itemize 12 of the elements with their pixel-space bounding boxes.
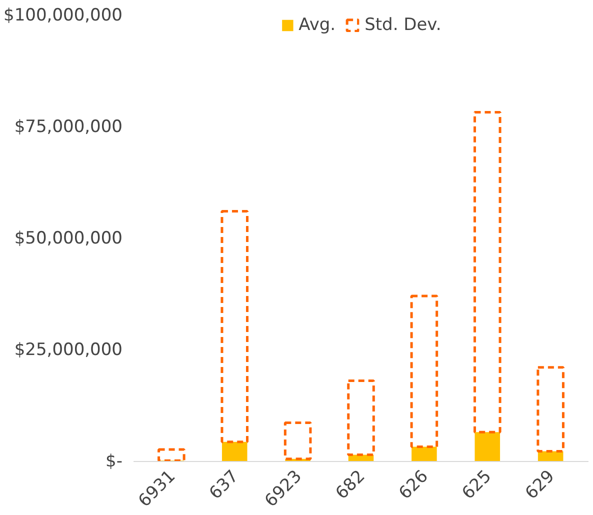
y-tick-label: $25,000,000 <box>14 340 123 360</box>
x-tick-label: 629 <box>522 466 559 504</box>
x-tick-label: 682 <box>332 466 370 504</box>
legend-label: Std. Dev. <box>364 15 442 35</box>
y-tick-label: $75,000,000 <box>14 117 123 137</box>
y-tick-label: $100,000,000 <box>4 6 122 26</box>
legend-label: Avg. <box>298 15 336 35</box>
y-tick-label: $50,000,000 <box>14 228 123 248</box>
y-tick-label: $- <box>106 452 123 472</box>
x-tick-label: 625 <box>458 466 496 504</box>
x-tick-label: 626 <box>395 466 432 504</box>
x-tick-label: 637 <box>206 466 243 504</box>
